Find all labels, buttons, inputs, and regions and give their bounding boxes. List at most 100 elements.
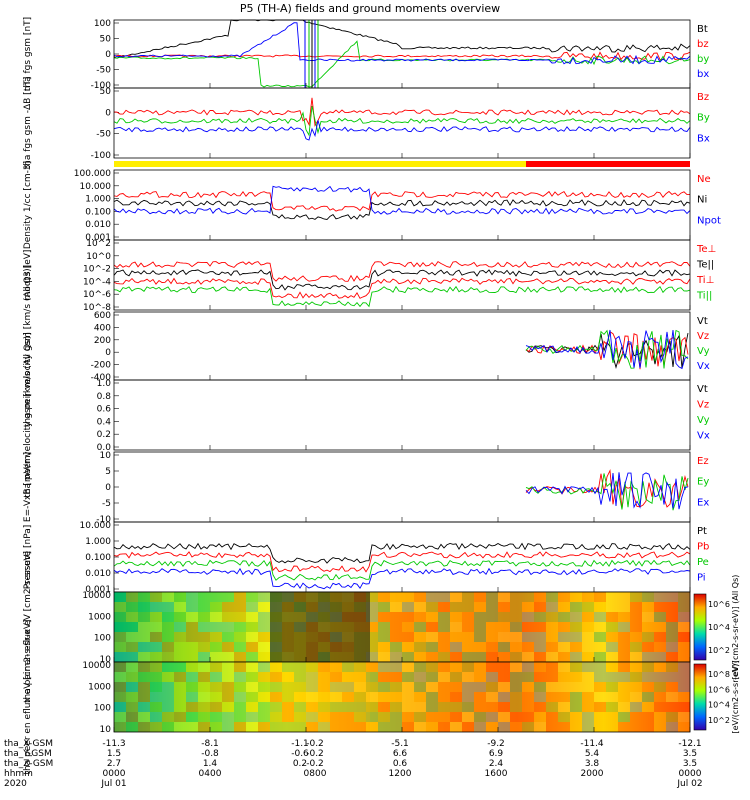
spectrogram-cell — [258, 602, 270, 612]
colorbar-tick: 10^4 — [708, 701, 730, 710]
spectrogram-cell — [150, 642, 162, 652]
spectrogram-cell — [222, 692, 234, 702]
xaxis-value: 1.5 — [107, 749, 121, 759]
series-line-Pb — [113, 551, 691, 573]
spectrogram-cell — [618, 702, 630, 712]
spectrogram-cell — [546, 722, 558, 732]
panel-7: E=-VxB [mV/m] 10 5 0 -5 -10 Ez Ey Ex — [23, 451, 709, 525]
spectrogram-cell — [246, 692, 258, 702]
spectrogram-cell — [654, 602, 666, 612]
panel-10: tha peer en eflux eV [cm2-s-sr-eV] 100001… — [23, 619, 740, 774]
ytick-label: 10 — [100, 725, 112, 735]
spectrogram-cell — [330, 712, 342, 722]
spectrogram-cell — [474, 592, 486, 602]
spectrogram-cell — [186, 662, 198, 672]
spectrogram-cell — [138, 622, 150, 632]
spectrogram-cell — [654, 692, 666, 702]
panel-3-ylabel: Density 1/cc [cm-3] — [23, 161, 33, 249]
spectrogram-cell — [594, 592, 606, 602]
spectrogram-cell — [426, 612, 438, 622]
spectrogram-cell — [198, 662, 210, 672]
spectrogram-cell — [114, 712, 126, 722]
spectrogram-cell — [450, 642, 462, 652]
spectrogram-cell — [210, 602, 222, 612]
spectrogram-cell — [342, 702, 354, 712]
xaxis-value: -5.1 — [391, 739, 409, 749]
xaxis-value: 6.9 — [489, 749, 504, 759]
spectrogram-cell — [162, 622, 174, 632]
spectrogram-cell — [426, 592, 438, 602]
panel-9-ylabel: tha peir en eflux eV [cm2-s-sr-eV] — [23, 551, 33, 703]
ytick-label: 1.000 — [85, 537, 111, 547]
spectrogram-cell — [366, 642, 378, 652]
panel-4-ylabel: moqt3 [eV] — [23, 250, 33, 301]
spectrogram-cell — [114, 682, 126, 692]
spectrogram-cell — [210, 652, 222, 662]
spectrogram-cell — [462, 672, 474, 682]
spectrogram-cell — [366, 612, 378, 622]
colorbar-tick: 10^4 — [708, 623, 730, 632]
spectrogram-cell — [522, 602, 534, 612]
ytick-label: 400 — [94, 323, 111, 333]
spectrogram-cell — [294, 662, 306, 672]
ytick-label: 0 — [105, 483, 111, 493]
spectrogram-cell — [666, 642, 678, 652]
spectrogram-cell — [402, 622, 414, 632]
legend-Vz: Vz — [697, 331, 709, 342]
spectrogram-cell — [534, 702, 546, 712]
spectrogram-cell — [114, 702, 126, 712]
spectrogram-cell — [258, 662, 270, 672]
spectrogram-cell — [582, 712, 594, 722]
spectrogram-cell — [222, 612, 234, 622]
spectrogram-cell — [426, 642, 438, 652]
spectrogram-cell — [426, 602, 438, 612]
ytick-label: 50 — [100, 35, 112, 45]
spectrogram-cell — [402, 692, 414, 702]
spectrogram-cell — [678, 632, 690, 642]
spectrogram-cell — [498, 692, 510, 702]
ytick-label: 0.100 — [85, 207, 111, 217]
spectrogram-cell — [390, 692, 402, 702]
xaxis-value: -12.1 — [678, 739, 701, 749]
spectrogram-cell — [630, 672, 642, 682]
spectrogram-cell — [510, 652, 522, 662]
spectrogram-cell — [150, 702, 162, 712]
spectrogram-cell — [210, 722, 222, 732]
spectrogram-cell — [414, 652, 426, 662]
spectrogram-cell — [186, 592, 198, 602]
spectrogram-cell — [510, 592, 522, 602]
spectrogram-cell — [606, 622, 618, 632]
spectrogram-cell — [342, 712, 354, 722]
spectrogram-cell — [150, 712, 162, 722]
spectrogram-cell — [366, 702, 378, 712]
spectrogram-cell — [558, 712, 570, 722]
spectrogram-cell — [126, 672, 138, 682]
spectrogram-cell — [258, 682, 270, 692]
spectrogram-cell — [582, 602, 594, 612]
spectrogram-cell — [114, 672, 126, 682]
spectrogram-cell — [654, 712, 666, 722]
spectrogram-cell — [378, 632, 390, 642]
ytick-label: 1000 — [88, 612, 111, 622]
spectrogram-cell — [282, 682, 294, 692]
spectrogram-cell — [138, 702, 150, 712]
spectrogram-cell — [474, 692, 486, 702]
spectrogram-cell — [666, 702, 678, 712]
spectrogram-cell — [150, 622, 162, 632]
ytick-label: 10000 — [82, 591, 111, 601]
spectrogram-cell — [450, 692, 462, 702]
spectrogram-cell — [210, 632, 222, 642]
spectrogram-cell — [402, 702, 414, 712]
ytick-label: 10 — [100, 451, 112, 461]
series-line-bx — [113, 22, 691, 65]
spectrogram-cell — [522, 622, 534, 632]
spectrogram-cell — [510, 662, 522, 672]
legend-Vy: Vy — [697, 346, 710, 357]
spectrogram-cell — [150, 692, 162, 702]
spectrogram-cell — [534, 602, 546, 612]
legend-Ti||: Ti|| — [696, 291, 712, 302]
spectrogram-cell — [678, 622, 690, 632]
spectrogram-cell — [654, 682, 666, 692]
spectrogram-cell — [174, 612, 186, 622]
spectrogram-cell — [546, 602, 558, 612]
